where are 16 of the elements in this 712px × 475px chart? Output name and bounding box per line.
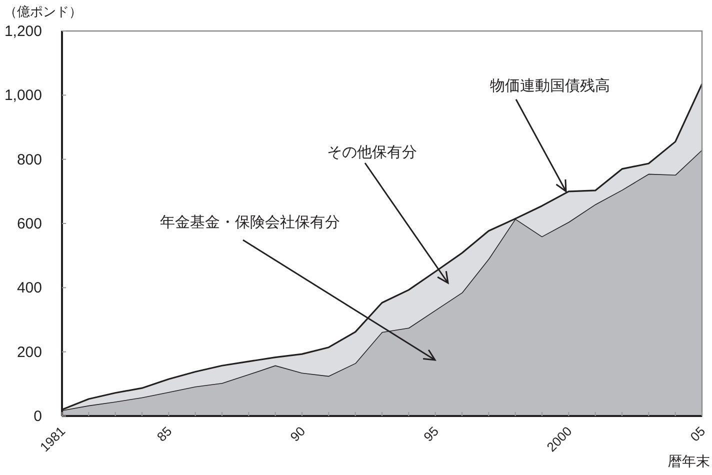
y-tick-label: 0 (34, 408, 42, 425)
x-tick-label: 95 (420, 424, 442, 444)
y-tick-label: 1,200 (4, 23, 42, 40)
x-tick-label: 90 (287, 424, 308, 444)
annotation: 年金基金・保険会社保有分 (160, 214, 340, 231)
y-tick-label: 800 (16, 151, 42, 168)
y-tick-label: 200 (16, 344, 42, 361)
x-tick-label: 85 (154, 424, 175, 444)
annotation: 物価連動国債残高 (490, 77, 610, 94)
x-tick-label: 05 (687, 424, 708, 444)
x-axis-title: 暦年末 (668, 453, 710, 469)
y-tick-label: 1,000 (4, 87, 42, 104)
y-tick-label: 400 (16, 280, 42, 297)
y-axis-title: （億ポンド） (4, 4, 82, 19)
y-tick-label: 600 (16, 216, 42, 232)
annotation: その他保有分 (327, 144, 417, 161)
